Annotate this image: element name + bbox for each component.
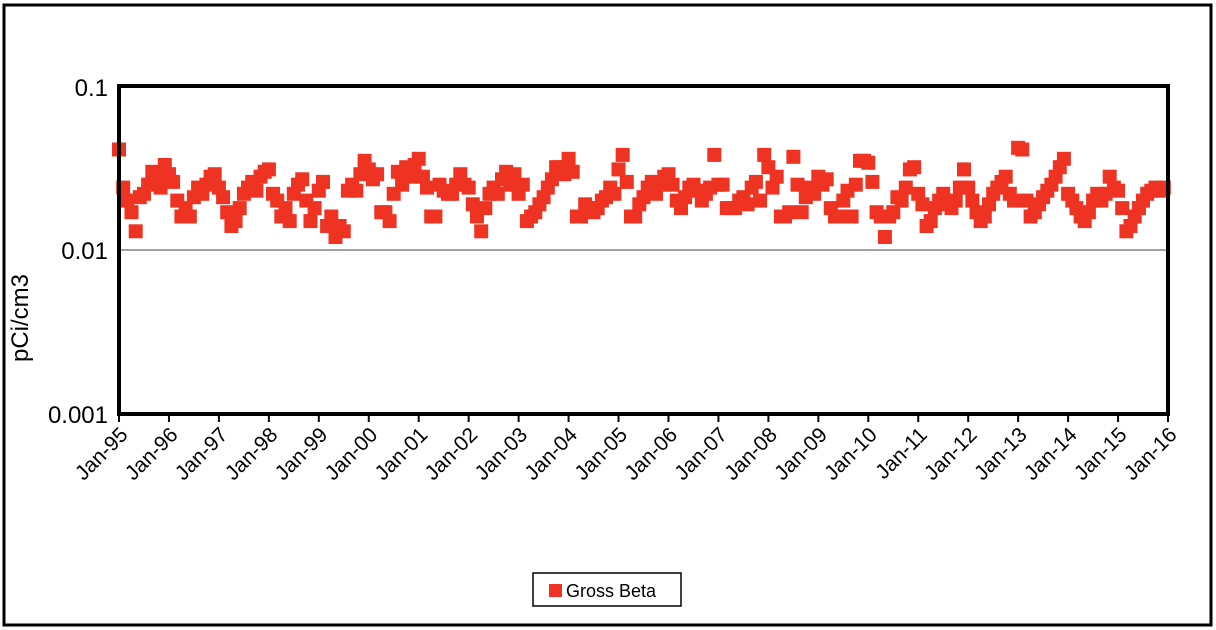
data-point [748,174,763,189]
data-point [844,209,859,224]
data-point [461,180,476,195]
data-point [428,209,443,224]
data-point [715,177,730,192]
data-point [128,224,143,239]
data-point [894,193,909,208]
data-point [832,209,847,224]
data-point [420,180,434,195]
data-point [707,147,722,162]
data-point [544,172,559,187]
data-point [370,167,385,182]
data-point [907,160,922,175]
data-point [915,197,930,212]
legend-swatch [549,584,562,597]
y-tick-label-0.01: 0.01 [61,238,108,265]
data-point [898,180,913,195]
data-point [674,201,688,216]
data-point [1056,151,1071,166]
data-point [861,155,876,170]
data-point [961,180,976,195]
outer-border [2,3,1213,627]
data-point [307,201,322,216]
data-point [948,193,963,208]
data-point [977,209,992,224]
data-point [182,209,197,224]
data-point [120,193,135,208]
data-point [1111,183,1125,198]
data-point [957,162,971,177]
data-point [923,214,938,229]
data-point [740,197,755,212]
data-point [515,177,530,192]
data-point [965,193,980,208]
data-point [403,169,418,184]
data-point [611,162,626,177]
data-point [782,205,797,220]
data-point [1015,142,1030,157]
legend-label-gross-beta: Gross Beta [566,581,657,601]
data-point [615,147,630,162]
data-point [865,174,880,189]
data-point [249,183,264,198]
y-tick-label-0.1: 0.1 [75,75,108,102]
data-point [786,149,801,164]
data-point [628,209,643,224]
data-point [1007,193,1021,208]
data-point [349,183,364,198]
data-point [819,172,834,187]
data-point [207,167,222,182]
data-point [282,214,297,229]
y-axis-label: pCi/cm3 [7,274,34,362]
data-point [411,151,426,166]
data-point [490,186,505,201]
data-point [1102,169,1117,184]
data-point [316,174,330,189]
data-point [886,205,901,220]
data-point [261,162,276,177]
data-point [474,224,489,239]
data-point [757,147,772,162]
data-point [794,205,809,220]
data-point [790,177,805,192]
data-point [998,169,1013,184]
data-point [1081,205,1096,220]
plot-area-border [117,84,1170,416]
data-point [228,214,243,229]
data-point [565,164,580,179]
data-point [665,177,680,192]
data-point [848,177,863,192]
data-point [619,174,634,189]
legend: Gross Beta [532,572,682,607]
data-point [877,230,892,244]
data-point [607,186,622,201]
data-point [166,174,181,189]
data-point [1115,201,1130,216]
data-point [232,201,247,216]
data-points [112,140,1171,244]
data-point [382,214,397,229]
data-point [216,190,231,205]
data-point [278,201,293,216]
data-point [149,169,164,184]
data-point [295,172,310,187]
data-point [753,193,768,208]
data-point [415,169,430,184]
data-point [478,201,493,216]
data-point [153,180,168,195]
data-point [124,205,139,220]
data-point [769,169,784,184]
y-tick-label-0.001: 0.001 [48,402,108,429]
data-point [336,224,351,239]
data-point [303,214,318,229]
data-point [1019,193,1034,208]
data-point [465,197,480,212]
data-point [561,151,576,166]
data-point [765,180,780,195]
